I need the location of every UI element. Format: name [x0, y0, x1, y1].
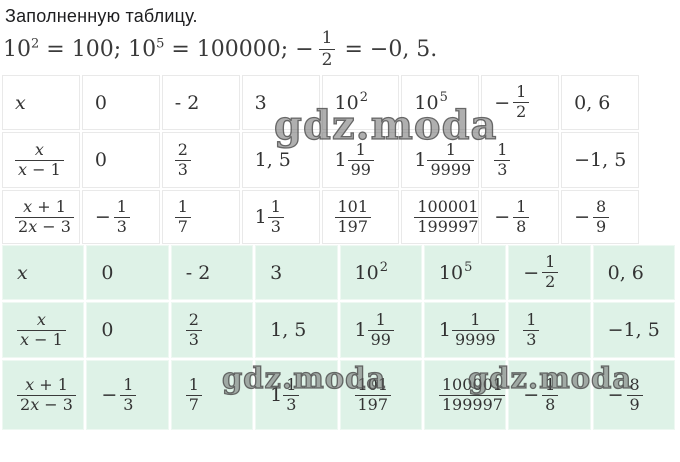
table-cell: 1 1 9999: [401, 132, 480, 188]
table-cell: 1, 5: [241, 132, 320, 188]
table-cell: −8 9: [561, 190, 639, 244]
table-cell: −1 3: [86, 360, 169, 430]
formula-line: 102 = 100; 105 = 100000; −1 2 = −0, 5.: [3, 27, 437, 71]
formula-seg-2: = 100000;: [164, 36, 296, 62]
table-cell: 10 5: [401, 75, 480, 130]
table-cell: 3: [255, 245, 338, 300]
table-cell: x + 1 2x − 3: [2, 190, 80, 244]
page-title: Заполненную таблицу.: [5, 6, 198, 26]
table-cell: −1 8: [508, 360, 591, 430]
table-cell: 1 1 9999: [423, 302, 507, 358]
table-cell: x: [2, 245, 85, 300]
table-cell: - 2: [170, 245, 254, 300]
table-cell: −1 2: [508, 245, 591, 300]
table-cell: 101 197: [321, 190, 400, 244]
table-cell: x: [2, 75, 80, 130]
table-cell: 1, 5: [255, 302, 338, 358]
table-cell: 0, 6: [561, 75, 639, 130]
formula-fraction-sign: −: [295, 36, 314, 62]
table-cell: 0: [81, 75, 160, 130]
table-cell: −1 8: [481, 190, 560, 244]
table-cell: 10 2: [321, 75, 400, 130]
table-cell: 0: [86, 302, 169, 358]
table-cell: x + 1 2x − 3: [2, 360, 85, 430]
formula-power-2: 105: [128, 36, 165, 62]
table-cell: 100001 199997: [401, 190, 480, 244]
table-cell: 0: [81, 132, 160, 188]
table-row: x + 1 2x − 3−1 3 1 7 1 1 3 101 197 100001 199997−1 8…: [2, 360, 675, 430]
table-cell: 1 1 99: [321, 132, 400, 188]
table-cell: −1 3: [81, 190, 160, 244]
formula-seg-1: = 100;: [39, 36, 129, 62]
table-cell: −1, 5: [561, 132, 639, 188]
table-cell: 10 5: [423, 245, 507, 300]
table-cell: −1, 5: [592, 302, 675, 358]
table-cell: 0, 6: [592, 245, 675, 300]
table-cell: −8 9: [592, 360, 675, 430]
formula-power-1: 102: [3, 36, 40, 62]
watermark-gdz-moda: gdz.moda: [467, 360, 633, 395]
table-cell: 100001 199997: [423, 360, 507, 430]
watermark-gdz-moda: gdz.moda: [273, 101, 498, 149]
table-cell: 3: [241, 75, 320, 130]
table-cell: 1 1 99: [339, 302, 422, 358]
table-cell: 10 2: [339, 245, 422, 300]
table-cell: - 2: [161, 75, 240, 130]
table-row: x + 1 2x − 3−1 3 1 7 1 1 3 101 197 100001 199997−1 8…: [2, 190, 639, 244]
table-cell: −1 2: [481, 75, 560, 130]
table-cell: 0: [86, 245, 169, 300]
watermark-gdz-moda: gdz.moda: [221, 360, 387, 395]
formula-result: = −0, 5.: [337, 36, 438, 62]
table-cell: 101 197: [339, 360, 422, 430]
